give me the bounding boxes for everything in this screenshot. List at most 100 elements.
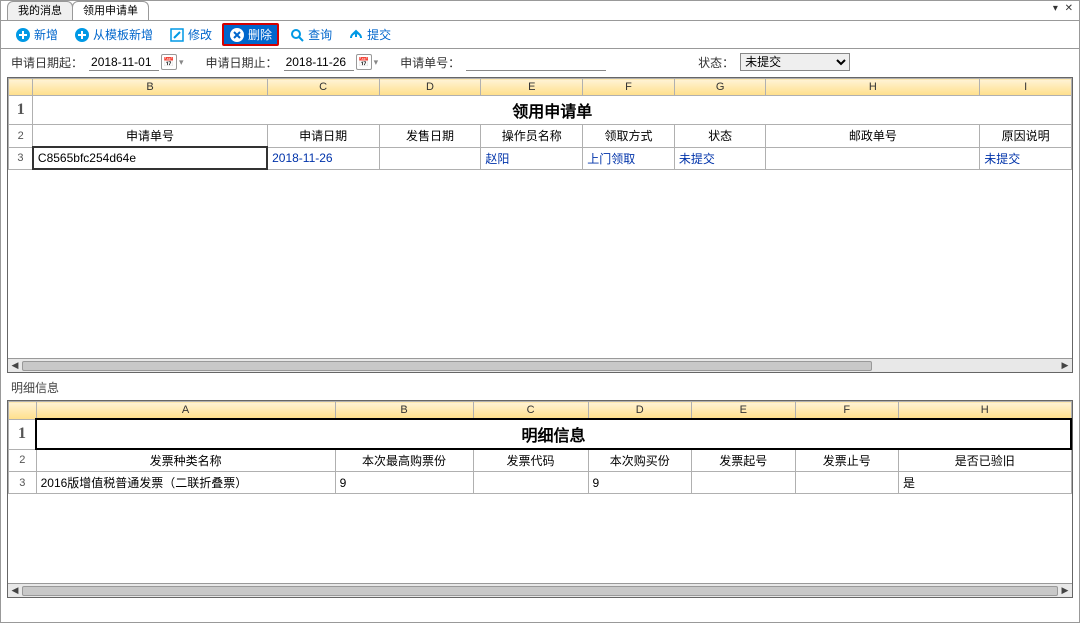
order-no-input[interactable] [466, 54, 606, 71]
plus-icon [74, 27, 90, 43]
corner-cell [9, 402, 37, 420]
cell-status[interactable]: 未提交 [674, 147, 766, 169]
query-label: 查询 [308, 26, 332, 43]
col-letter[interactable]: E [692, 402, 795, 420]
col-letter[interactable]: A [36, 402, 335, 420]
top-grid-wrap: B C D E F G H I 1 领用申请单 2 申请单号 申请日期 [7, 77, 1073, 373]
chevron-down-icon[interactable]: ▾ [179, 57, 184, 68]
row-number: 2 [9, 449, 37, 472]
cell-max-qty[interactable]: 9 [335, 472, 473, 494]
cell-end-no[interactable] [795, 472, 898, 494]
col-header: 邮政单号 [766, 125, 980, 148]
cell-sale-date[interactable] [379, 147, 481, 169]
table-row[interactable]: 3 2016版增值税普通发票（二联折叠票） 9 9 是 [9, 472, 1072, 494]
grid-title-row: 1 领用申请单 [9, 96, 1072, 125]
cell-start-no[interactable] [692, 472, 795, 494]
row-number: 1 [9, 419, 37, 449]
scroll-right-icon[interactable]: ▶ [1058, 584, 1072, 598]
cell-postal[interactable] [766, 147, 980, 169]
col-letter[interactable]: C [267, 79, 379, 96]
col-header: 操作员名称 [481, 125, 583, 148]
cell-apply-date[interactable]: 2018-11-26 [267, 147, 379, 169]
col-letter[interactable]: D [379, 79, 481, 96]
grid-header-row: 2 申请单号 申请日期 发售日期 操作员名称 领取方式 状态 邮政单号 原因说明 [9, 125, 1072, 148]
bottom-grid-wrap: A B C D E F H 1 明细信息 2 发票种类名称 本次最高购票份 发票… [7, 400, 1073, 598]
bottom-grid-scrollbar[interactable]: ◀ ▶ [8, 583, 1072, 597]
grid-title: 领用申请单 [33, 96, 1072, 125]
submit-label: 提交 [367, 26, 391, 43]
tab-controls[interactable]: ▾ ✕ [1053, 3, 1075, 14]
col-header: 申请单号 [33, 125, 267, 148]
cell-invoice-code[interactable] [473, 472, 588, 494]
table-row[interactable]: 3 C8565bfc254d64e 2018-11-26 赵阳 上门领取 未提交… [9, 147, 1072, 169]
row-number: 3 [9, 147, 33, 169]
col-letter[interactable]: B [33, 79, 267, 96]
row-number: 2 [9, 125, 33, 148]
col-letter[interactable]: H [898, 402, 1071, 420]
col-header: 原因说明 [980, 125, 1072, 148]
scroll-left-icon[interactable]: ◀ [8, 359, 22, 373]
filter-bar: 申请日期起： 📅 ▾ 申请日期止： 📅 ▾ 申请单号： 状态： 未提交 [1, 49, 1079, 75]
scroll-left-icon[interactable]: ◀ [8, 584, 22, 598]
date-from-input[interactable] [89, 54, 159, 71]
col-header: 发票种类名称 [36, 449, 335, 472]
col-letter[interactable]: E [481, 79, 583, 96]
corner-cell [9, 79, 33, 96]
col-letter[interactable]: G [674, 79, 766, 96]
col-header: 发售日期 [379, 125, 481, 148]
new-label: 新增 [34, 26, 58, 43]
col-letter[interactable]: B [335, 402, 473, 420]
col-letter[interactable]: D [588, 402, 691, 420]
tab-my-messages[interactable]: 我的消息 [7, 1, 73, 20]
order-no-label: 申请单号： [400, 54, 460, 71]
col-header: 本次购买份 [588, 449, 691, 472]
query-button[interactable]: 查询 [283, 24, 338, 45]
search-icon [289, 27, 305, 43]
col-header: 领取方式 [583, 125, 675, 148]
chevron-down-icon[interactable]: ▾ [374, 57, 379, 68]
status-label: 状态： [698, 54, 734, 71]
new-from-template-label: 从模板新增 [93, 26, 153, 43]
column-letter-row: B C D E F G H I [9, 79, 1072, 96]
col-header: 是否已验旧 [898, 449, 1071, 472]
pencil-icon [169, 27, 185, 43]
app-window: 我的消息 领用申请单 ▾ ✕ 新增 从模板新增 修改 删除 [0, 0, 1080, 623]
col-letter[interactable]: F [583, 79, 675, 96]
status-select[interactable]: 未提交 [740, 53, 850, 71]
tab-strip: 我的消息 领用申请单 ▾ ✕ [1, 1, 1079, 21]
cell-reason[interactable]: 未提交 [980, 147, 1072, 169]
date-from-picker-icon[interactable]: 📅 [161, 54, 177, 70]
cell-order-id[interactable]: C8565bfc254d64e [33, 147, 267, 169]
scroll-right-icon[interactable]: ▶ [1058, 359, 1072, 373]
cell-invoice-type[interactable]: 2016版增值税普通发票（二联折叠票） [36, 472, 335, 494]
cell-operator[interactable]: 赵阳 [481, 147, 583, 169]
new-from-template-button[interactable]: 从模板新增 [68, 24, 159, 45]
cell-verified[interactable]: 是 [898, 472, 1071, 494]
date-to-input[interactable] [284, 54, 354, 71]
col-header: 发票止号 [795, 449, 898, 472]
column-letter-row: A B C D E F H [9, 402, 1072, 420]
date-from-label: 申请日期起： [11, 54, 83, 71]
tab-application[interactable]: 领用申请单 [72, 1, 149, 20]
delete-label: 删除 [248, 26, 272, 43]
col-letter[interactable]: H [766, 79, 980, 96]
submit-button[interactable]: 提交 [342, 24, 397, 45]
row-number: 3 [9, 472, 37, 494]
plus-icon [15, 27, 31, 43]
grid-title: 明细信息 [36, 419, 1071, 449]
top-grid-scrollbar[interactable]: ◀ ▶ [8, 358, 1072, 372]
col-letter[interactable]: I [980, 79, 1072, 96]
delete-button[interactable]: 删除 [222, 23, 279, 46]
date-to-picker-icon[interactable]: 📅 [356, 54, 372, 70]
new-button[interactable]: 新增 [9, 24, 64, 45]
top-grid: B C D E F G H I 1 领用申请单 2 申请单号 申请日期 [8, 78, 1072, 170]
cell-pickup[interactable]: 上门领取 [583, 147, 675, 169]
cell-buy-qty[interactable]: 9 [588, 472, 691, 494]
col-header: 申请日期 [267, 125, 379, 148]
col-header: 发票起号 [692, 449, 795, 472]
col-letter[interactable]: F [795, 402, 898, 420]
row-number: 1 [9, 96, 33, 125]
grid-header-row: 2 发票种类名称 本次最高购票份 发票代码 本次购买份 发票起号 发票止号 是否… [9, 449, 1072, 472]
edit-button[interactable]: 修改 [163, 24, 218, 45]
col-letter[interactable]: C [473, 402, 588, 420]
